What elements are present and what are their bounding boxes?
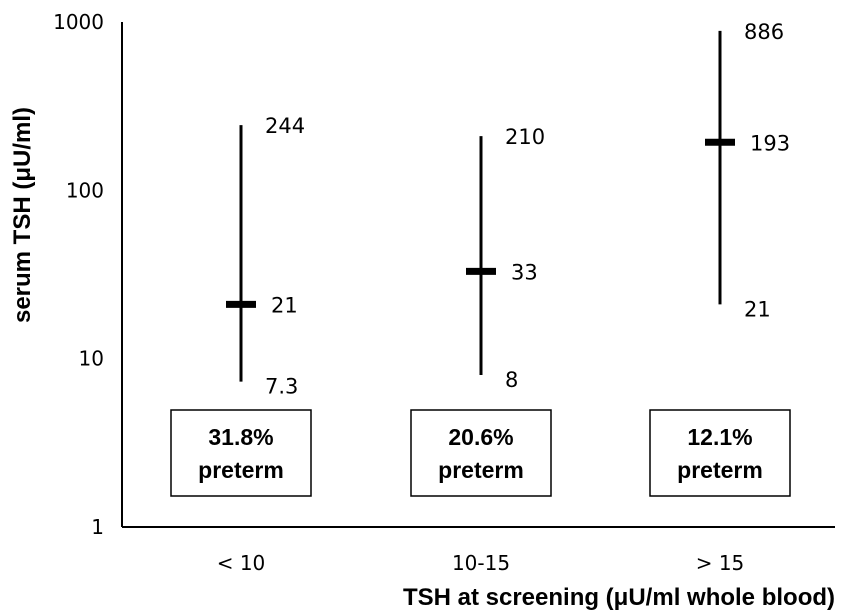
max-value-label: 886 <box>744 20 784 44</box>
preterm-percent: 20.6% <box>448 424 513 450</box>
preterm-box <box>649 409 791 497</box>
median-value-label: 33 <box>511 260 538 284</box>
preterm-label: preterm <box>677 457 763 483</box>
y-tick-label: 1 <box>91 515 104 539</box>
preterm-label: preterm <box>198 457 284 483</box>
data-groups: 244217.331.8%preterm21033820.6%preterm88… <box>170 20 791 497</box>
max-value-label: 210 <box>505 125 545 149</box>
preterm-label: preterm <box>438 457 524 483</box>
x-axis-title: TSH at screening (μU/ml whole blood) <box>403 584 835 611</box>
x-category-label: < 10 <box>217 551 266 575</box>
preterm-percent: 31.8% <box>208 424 273 450</box>
preterm-box <box>410 409 552 497</box>
min-value-label: 7.3 <box>265 375 298 399</box>
y-tick-label: 1000 <box>53 10 104 34</box>
max-value-label: 244 <box>265 114 305 138</box>
y-tick-label: 100 <box>66 178 104 202</box>
y-ticks: 1 10 100 1000 <box>53 10 104 539</box>
data-group: 244 21 7.3 31.8% preterm <box>170 114 312 497</box>
x-category-label: > 15 <box>696 551 745 575</box>
median-value-label: 193 <box>750 131 790 155</box>
min-value-label: 8 <box>505 368 518 392</box>
category-labels: < 10 10-15 > 15 <box>217 551 745 575</box>
y-axis-title: serum TSH (μU/ml) <box>9 107 36 323</box>
x-category-label: 10-15 <box>452 551 510 575</box>
data-group: 886 193 21 12.1% preterm <box>649 20 791 497</box>
data-group: 210 33 8 20.6% preterm <box>410 125 552 497</box>
y-tick-label: 10 <box>79 347 104 371</box>
min-value-label: 21 <box>744 297 771 321</box>
axes <box>121 22 835 528</box>
median-value-label: 21 <box>271 293 298 317</box>
preterm-percent: 12.1% <box>687 424 752 450</box>
preterm-box <box>170 409 312 497</box>
